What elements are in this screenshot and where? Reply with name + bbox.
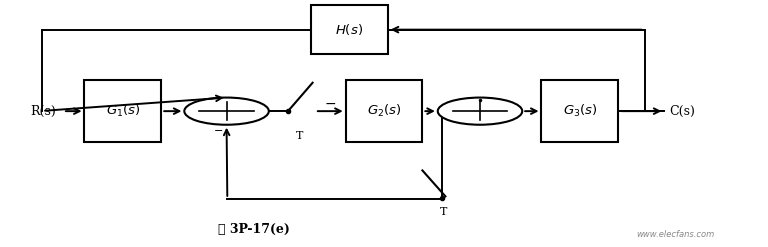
Circle shape	[438, 98, 522, 125]
Circle shape	[184, 98, 269, 125]
Bar	[84, 80, 161, 142]
Text: $G_3(s)$: $G_3(s)$	[562, 103, 598, 119]
Bar	[311, 5, 388, 54]
Text: $G_1(s)$: $G_1(s)$	[105, 103, 141, 119]
Text: C(s): C(s)	[670, 105, 696, 118]
Text: www.elecfans.com: www.elecfans.com	[637, 230, 715, 239]
Text: $H(s)$: $H(s)$	[336, 22, 363, 37]
Text: $G_2(s)$: $G_2(s)$	[366, 103, 402, 119]
Text: T: T	[439, 207, 447, 217]
Text: −: −	[325, 97, 336, 111]
Text: 图 3P-17(e): 图 3P-17(e)	[217, 223, 290, 236]
Bar	[346, 80, 422, 142]
Text: −: −	[214, 126, 223, 136]
Text: T: T	[296, 131, 303, 141]
Bar	[541, 80, 618, 142]
Text: R(s): R(s)	[31, 105, 57, 118]
